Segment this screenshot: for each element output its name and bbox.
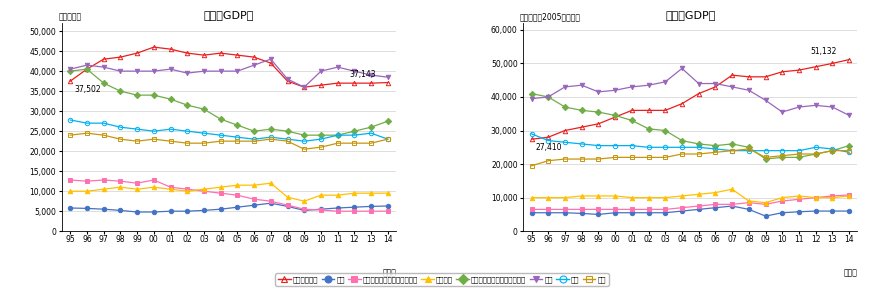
Text: （十億円）: （十億円） <box>58 12 81 21</box>
Title: 」実質GDP『: 」実質GDP『 <box>665 10 715 20</box>
Legend: 情報通信産業, 鉄鬼, 電気機械（除情報通信機器）, 輸送機械, 建設（除電気通信施設建設）, 卵売, 小売, 運輸: 情報通信産業, 鉄鬼, 電気機械（除情報通信機器）, 輸送機械, 建設（除電気通… <box>275 273 609 286</box>
Text: （年）: （年） <box>843 269 857 278</box>
Text: 51,132: 51,132 <box>811 47 836 56</box>
Text: （十億円、2005年価格）: （十億円、2005年価格） <box>520 12 581 21</box>
Text: 37,143: 37,143 <box>349 70 376 79</box>
Text: 27,410: 27,410 <box>536 143 562 152</box>
Text: （年）: （年） <box>382 269 396 278</box>
Text: 37,502: 37,502 <box>74 85 101 94</box>
Title: 」名目GDP『: 」名目GDP『 <box>204 10 255 20</box>
